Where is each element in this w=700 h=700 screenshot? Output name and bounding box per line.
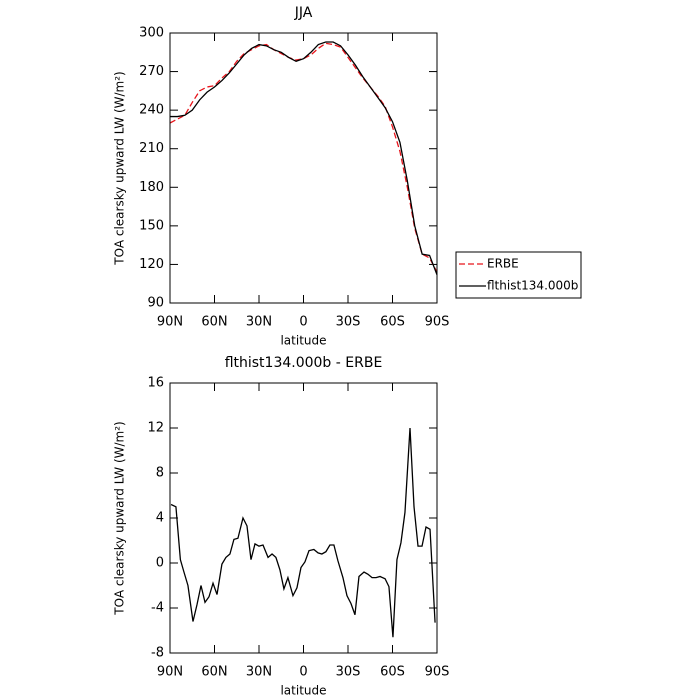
y-tick-label: 270 bbox=[139, 64, 164, 79]
x-tick-label: 0 bbox=[299, 315, 307, 330]
x-tick-label: 60N bbox=[201, 315, 227, 330]
legend-box bbox=[455, 251, 582, 299]
legend-label: flthist134.000b bbox=[487, 279, 578, 293]
x-tick-label: 30S bbox=[336, 315, 361, 330]
y-tick-label: 300 bbox=[139, 26, 164, 41]
x-tick-label: 0 bbox=[299, 665, 307, 680]
y-tick-label: 210 bbox=[139, 141, 164, 156]
y-tick-label: 90 bbox=[147, 296, 164, 311]
y-tick-label: 12 bbox=[147, 421, 164, 436]
y-tick-label: 120 bbox=[139, 257, 164, 272]
x-tick-label: 90N bbox=[157, 315, 183, 330]
data-line bbox=[170, 427, 436, 638]
y-tick-label: 150 bbox=[139, 218, 164, 233]
y-tick-label: 4 bbox=[156, 511, 164, 526]
y-tick-label: 240 bbox=[139, 103, 164, 118]
legend-label: ERBE bbox=[487, 257, 519, 271]
data-line bbox=[169, 42, 438, 273]
plot-frame bbox=[169, 382, 438, 654]
chart-title: JJA bbox=[294, 5, 313, 21]
x-axis-label: latitude bbox=[280, 334, 326, 348]
y-axis-label: TOA clearsky upward LW (W/m²) bbox=[113, 421, 127, 615]
x-tick-label: 30N bbox=[246, 665, 272, 680]
x-tick-label: 90S bbox=[425, 665, 450, 680]
x-tick-label: 60S bbox=[380, 315, 405, 330]
plot-frame bbox=[169, 32, 438, 304]
data-line bbox=[170, 41, 438, 275]
y-axis-label: TOA clearsky upward LW (W/m²) bbox=[113, 71, 127, 265]
x-tick-label: 30S bbox=[336, 665, 361, 680]
x-tick-label: 90S bbox=[425, 315, 450, 330]
y-tick-label: 16 bbox=[147, 376, 164, 391]
x-axis-label: latitude bbox=[280, 684, 326, 698]
x-tick-label: 30N bbox=[246, 315, 272, 330]
chart-title: flthist134.000b - ERBE bbox=[225, 355, 383, 371]
y-tick-label: -8 bbox=[151, 646, 164, 661]
y-tick-label: 180 bbox=[139, 180, 164, 195]
x-tick-label: 60S bbox=[380, 665, 405, 680]
x-tick-label: 60N bbox=[201, 665, 227, 680]
x-tick-label: 90N bbox=[157, 665, 183, 680]
y-tick-label: -4 bbox=[151, 601, 164, 616]
y-tick-label: 8 bbox=[156, 466, 164, 481]
y-tick-label: 0 bbox=[156, 556, 164, 571]
